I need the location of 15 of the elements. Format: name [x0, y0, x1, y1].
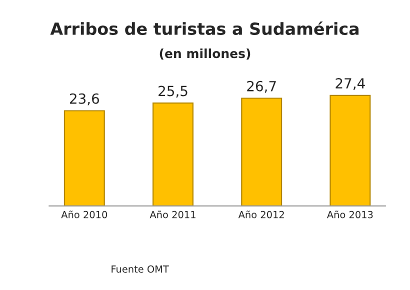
chart-title: Arribos de turistas a Sudamérica — [50, 21, 359, 36]
source-note: Fuente OMT — [112, 265, 169, 273]
data-label: 26,7 — [247, 80, 276, 93]
data-label: 25,5 — [158, 86, 188, 98]
bar — [330, 94, 371, 206]
data-label: 23,6 — [70, 93, 100, 106]
x-tick-label: Año 2011 — [150, 210, 196, 218]
chart-subtitle: (en millones) — [160, 48, 250, 60]
bar — [152, 102, 194, 206]
x-tick-label: Año 2012 — [238, 210, 284, 218]
data-label: 27,4 — [336, 78, 365, 90]
x-tick-label: Año 2013 — [326, 210, 373, 218]
x-tick-label: Año 2010 — [61, 210, 108, 218]
bar — [241, 98, 282, 206]
bar — [64, 110, 105, 206]
